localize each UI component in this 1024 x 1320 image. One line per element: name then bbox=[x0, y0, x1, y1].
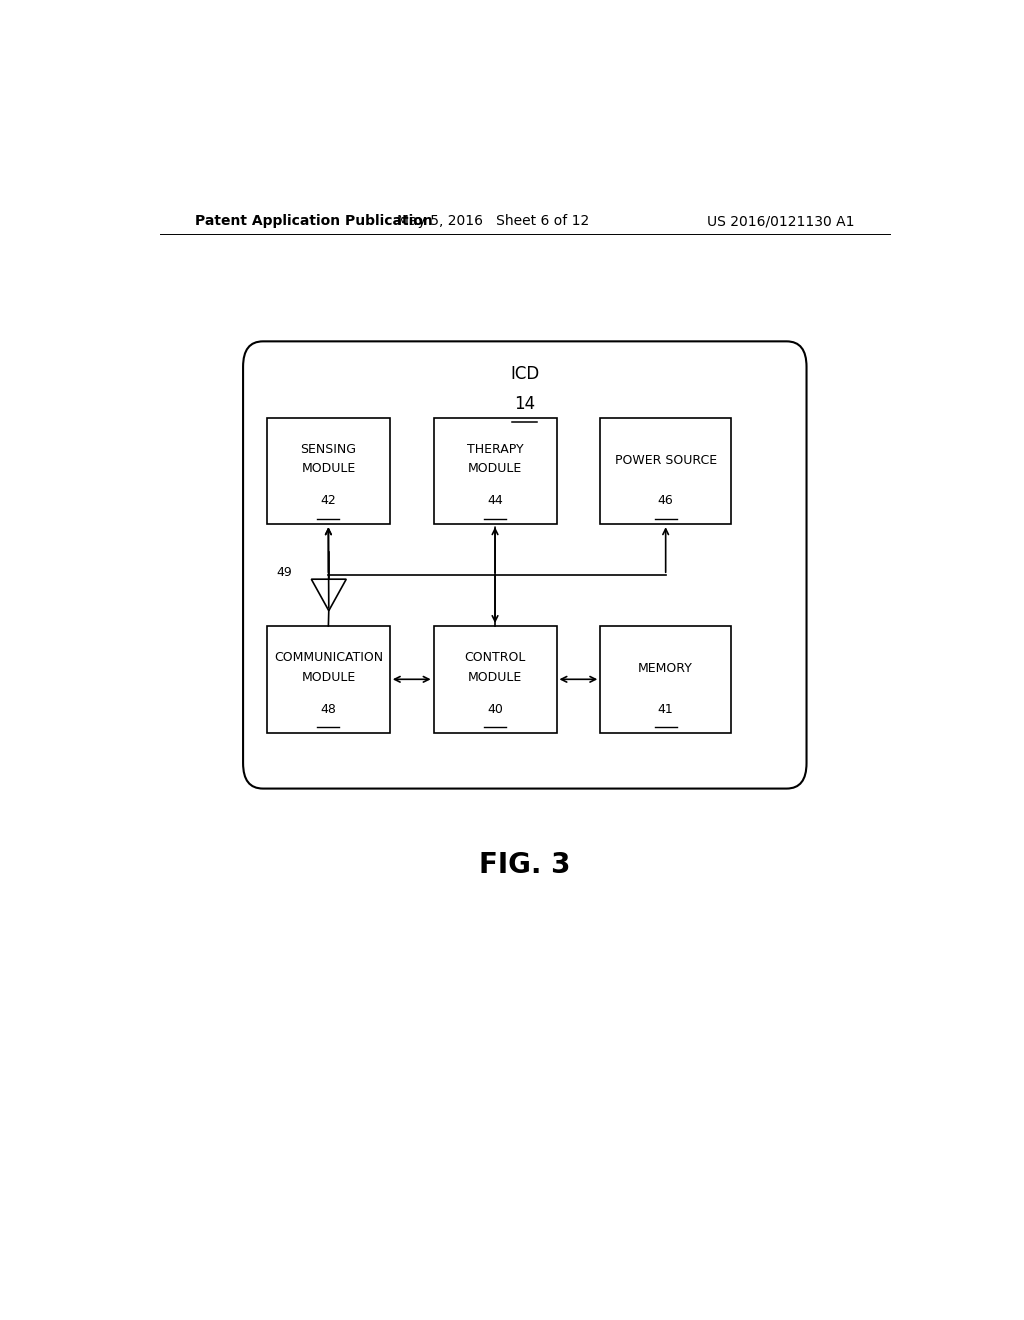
FancyBboxPatch shape bbox=[600, 417, 731, 524]
FancyBboxPatch shape bbox=[267, 626, 390, 733]
Text: 40: 40 bbox=[487, 702, 503, 715]
Text: May 5, 2016   Sheet 6 of 12: May 5, 2016 Sheet 6 of 12 bbox=[397, 214, 589, 228]
FancyBboxPatch shape bbox=[267, 417, 390, 524]
Text: 14: 14 bbox=[514, 396, 536, 413]
Text: 46: 46 bbox=[657, 494, 674, 507]
Text: COMMUNICATION: COMMUNICATION bbox=[273, 652, 383, 664]
Text: 41: 41 bbox=[657, 702, 674, 715]
Text: SENSING: SENSING bbox=[300, 444, 356, 457]
Text: 44: 44 bbox=[487, 494, 503, 507]
Text: POWER SOURCE: POWER SOURCE bbox=[614, 454, 717, 467]
Text: MODULE: MODULE bbox=[301, 671, 355, 684]
FancyBboxPatch shape bbox=[600, 626, 731, 733]
Text: THERAPY: THERAPY bbox=[467, 444, 523, 457]
FancyBboxPatch shape bbox=[433, 626, 557, 733]
Polygon shape bbox=[311, 579, 346, 611]
Text: 48: 48 bbox=[321, 702, 336, 715]
Text: MODULE: MODULE bbox=[301, 462, 355, 475]
Text: MODULE: MODULE bbox=[468, 671, 522, 684]
Text: 49: 49 bbox=[276, 565, 292, 578]
Text: Patent Application Publication: Patent Application Publication bbox=[196, 214, 433, 228]
Text: 42: 42 bbox=[321, 494, 336, 507]
Text: FIG. 3: FIG. 3 bbox=[479, 851, 570, 879]
Text: ICD: ICD bbox=[510, 364, 540, 383]
Text: CONTROL: CONTROL bbox=[464, 652, 525, 664]
Text: US 2016/0121130 A1: US 2016/0121130 A1 bbox=[707, 214, 854, 228]
Text: MODULE: MODULE bbox=[468, 462, 522, 475]
FancyBboxPatch shape bbox=[243, 342, 807, 788]
FancyBboxPatch shape bbox=[433, 417, 557, 524]
Text: MEMORY: MEMORY bbox=[638, 663, 693, 675]
